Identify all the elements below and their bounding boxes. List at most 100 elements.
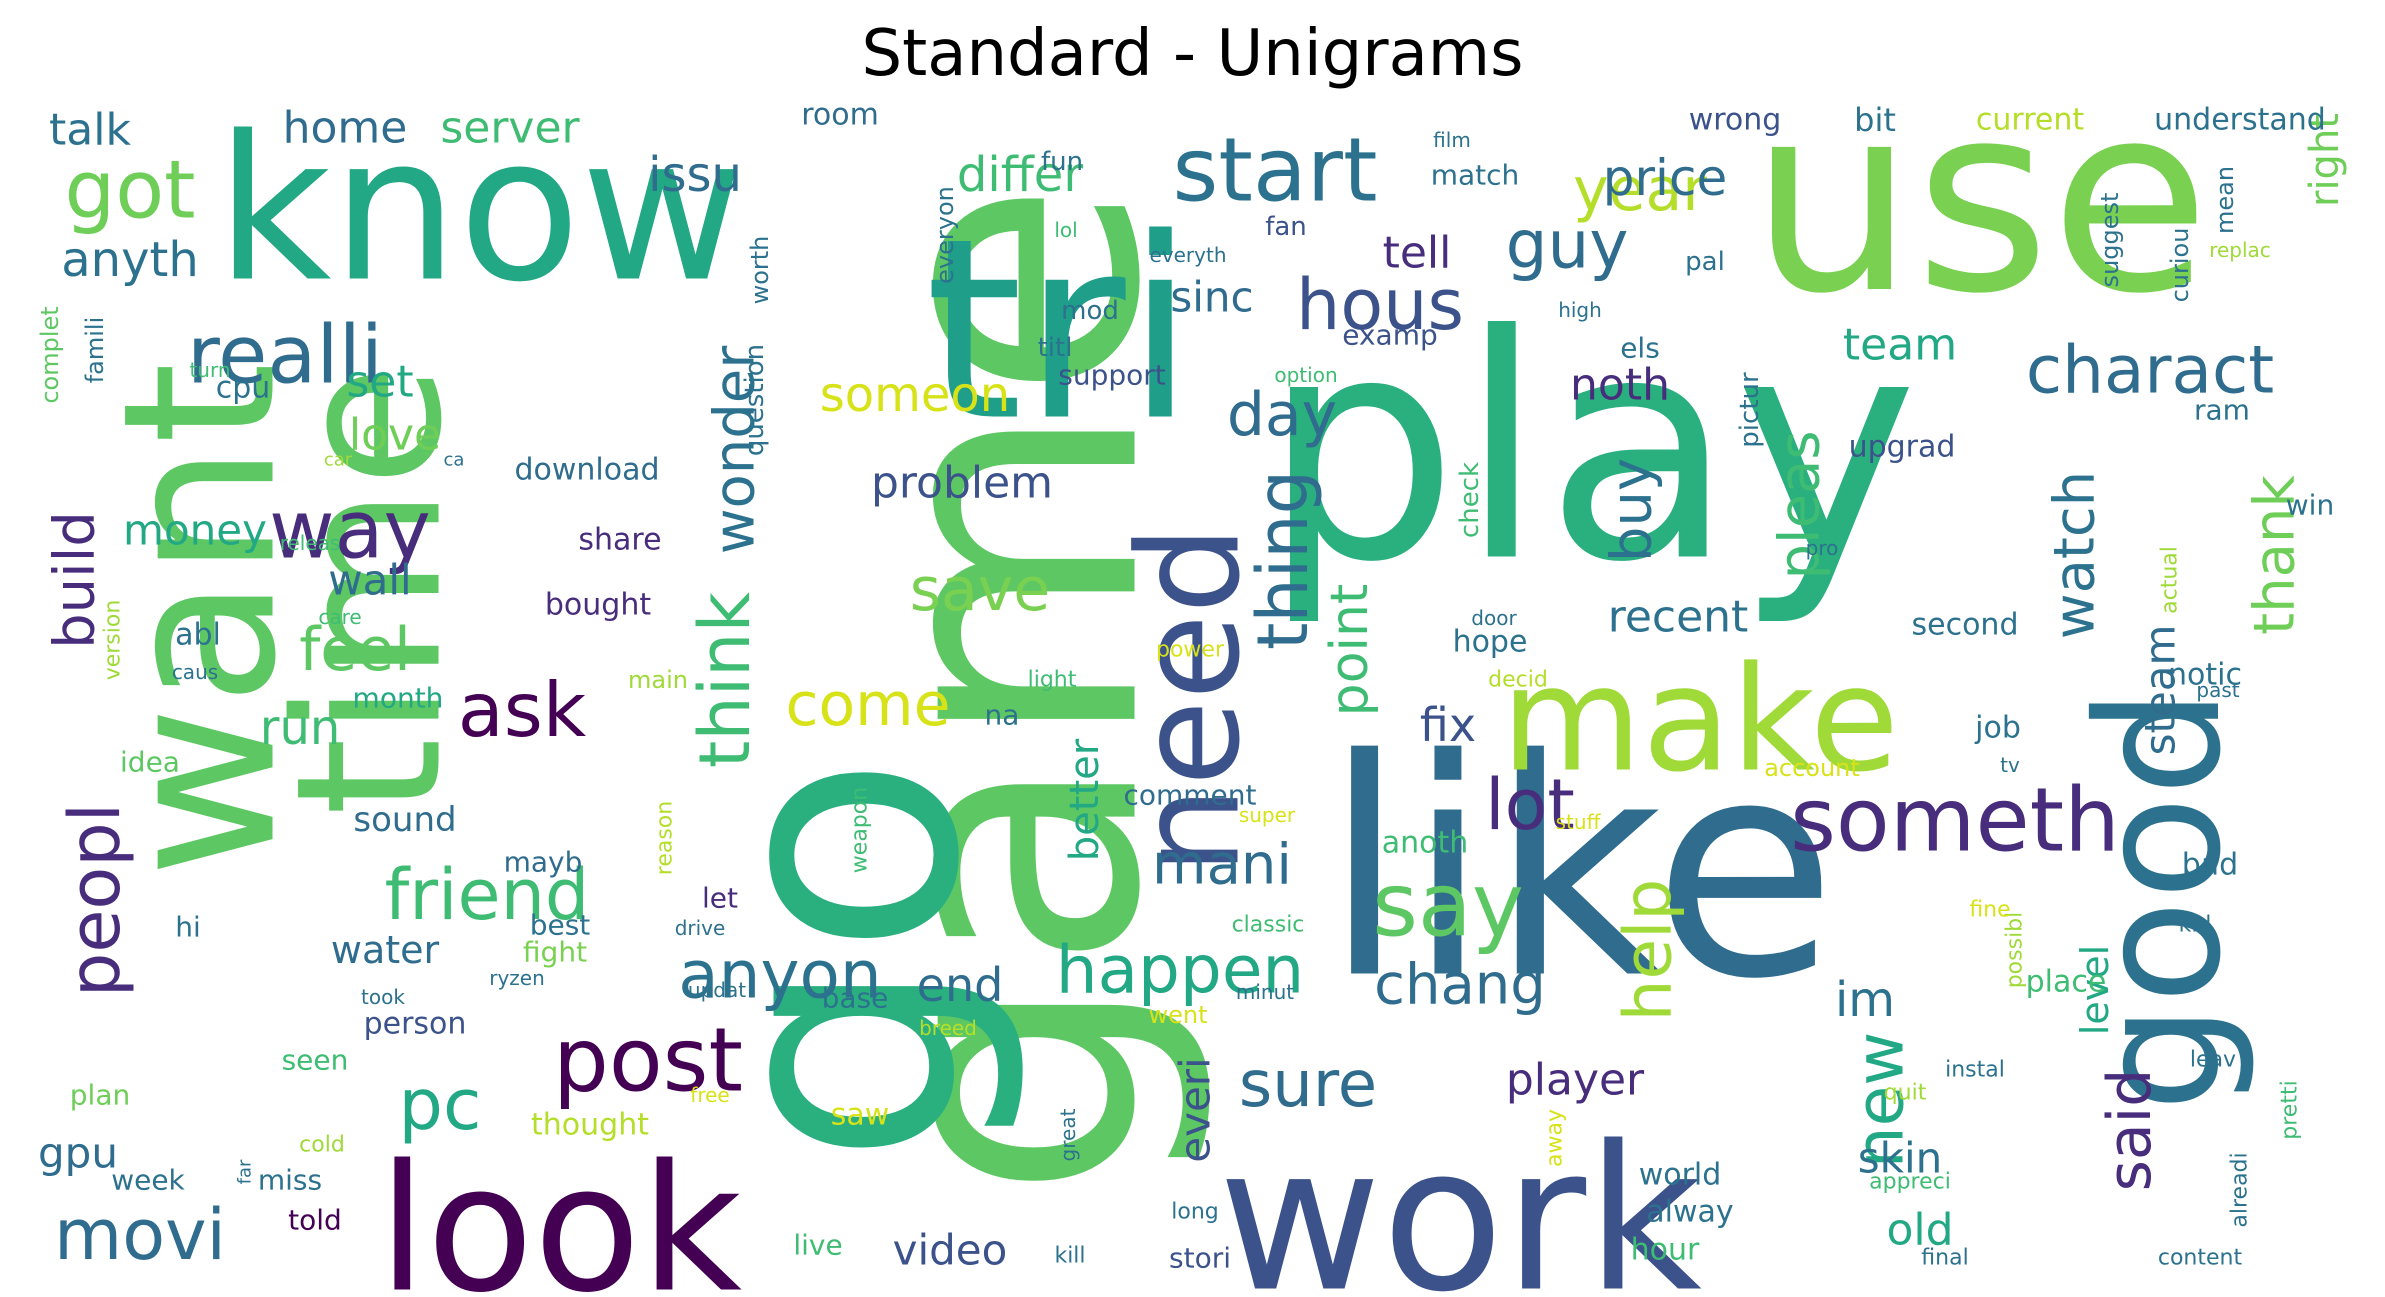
word-high: high [1558,298,1602,322]
word-base: base [822,982,889,1015]
word-upgrad: upgrad [1849,430,1956,465]
word-plan: plan [70,1079,130,1112]
word-els: els [1620,332,1660,365]
word-decid: decid [1488,668,1548,693]
word-final: final [1921,1246,1968,1271]
word-pleas: pleas [1768,430,1833,579]
word-right: right [2302,113,2348,207]
word-went: went [1148,1001,1207,1029]
word-video: video [893,1226,1008,1275]
word-old: old [1886,1205,1953,1256]
word-great: great [1056,1108,1080,1161]
word-saw: saw [831,1098,890,1133]
word-share: share [578,523,661,558]
word-main: main [628,666,688,694]
word-peopl: peopl [54,803,136,997]
word-happen: happen [1056,932,1305,1009]
word-start: start [1173,119,1378,222]
word-let: let [702,882,738,915]
word-new: new [1842,1032,1919,1168]
word-far: far [235,1159,256,1184]
word-place: place [2026,965,2107,1000]
word-say: say [1372,854,1524,957]
word-skin: skin [1858,1134,1943,1183]
word-use: use [1750,49,2210,351]
word-im: im [1835,972,1895,1028]
word-build: build [43,511,108,649]
word-love: love [349,410,441,461]
word-game: game [801,179,1220,1200]
word-buy: buy [1600,458,1665,562]
word-na: na [985,699,1020,732]
word-wrong: wrong [1689,103,1782,138]
word-quit: quit [1884,1081,1927,1106]
word-ask: ask [458,666,587,754]
word-wall: wall [328,556,411,605]
word-sinc: sinc [1170,273,1253,322]
word-replac: replac [2209,238,2271,262]
word-make: make [1501,636,1899,805]
word-level: level [2073,945,2117,1035]
word-day: day [1227,380,1337,450]
word-titl: titl [1038,333,1073,363]
word-everyth: everyth [1149,243,1226,267]
word-water: water [331,928,440,972]
word-curiou: curiou [2166,228,2194,303]
word-ram: ram [2194,394,2250,427]
word-car: car [324,450,353,471]
word-account: account [1764,754,1860,782]
word-download: download [514,453,659,488]
word-talk: talk [49,105,131,156]
word-home: home [283,103,408,154]
word-hous: hous [1296,264,1464,346]
word-room: room [801,98,879,133]
word-updat: updat [688,978,746,1002]
word-problem: problem [871,458,1053,509]
word-month: month [353,682,444,715]
word-long: long [1171,1200,1218,1225]
word-stori: stori [1169,1242,1231,1275]
word-past: past [2196,678,2239,702]
word-seen: seen [282,1044,349,1077]
word-work: work [1218,1104,1702,1297]
word-comment: comment [1123,779,1256,812]
word-fight: fight [523,936,587,969]
word-got: got [64,144,195,237]
word-save: save [910,555,1050,625]
word-hour: hour [1631,1233,1700,1268]
word-server: server [440,103,580,154]
word-mani: mani [1152,833,1292,898]
word-kill: kill [1054,1244,1085,1269]
word-pal: pal [1685,247,1725,277]
word-post: post [553,1009,743,1112]
word-examp: examp [1342,319,1438,352]
word-steam: steam [2136,625,2185,756]
word-fix: fix [1420,698,1476,752]
word-hope: hope [1453,625,1528,660]
word-current: current [1976,103,2084,138]
word-hi: hi [175,911,201,944]
wordcloud-title: Standard - Unigrams [861,17,1524,91]
word-movi: movi [54,1194,226,1276]
word-pictur: pictur [1735,372,1765,448]
word-away: away [1543,1109,1568,1167]
word-pretti: pretti [2278,1080,2303,1139]
word-everyon: everyon [931,186,959,284]
word-turn: turn [189,358,230,382]
word-sure: sure [1239,1048,1377,1122]
word-best: best [530,909,591,942]
word-issu: issu [648,147,742,203]
word-price: price [1603,149,1727,207]
word-bit: bit [1854,101,1896,139]
word-alreadi: alreadi [2228,1152,2253,1227]
word-film: film [1433,128,1471,152]
word-cold: cold [299,1133,345,1158]
word-classic: classic [1232,913,1305,938]
word-end: end [917,958,1004,1012]
word-content: content [2158,1246,2243,1271]
word-support: support [1058,359,1166,392]
word-think: think [684,591,766,768]
word-appreci: appreci [1869,1170,1951,1195]
word-complet: complet [36,306,64,403]
